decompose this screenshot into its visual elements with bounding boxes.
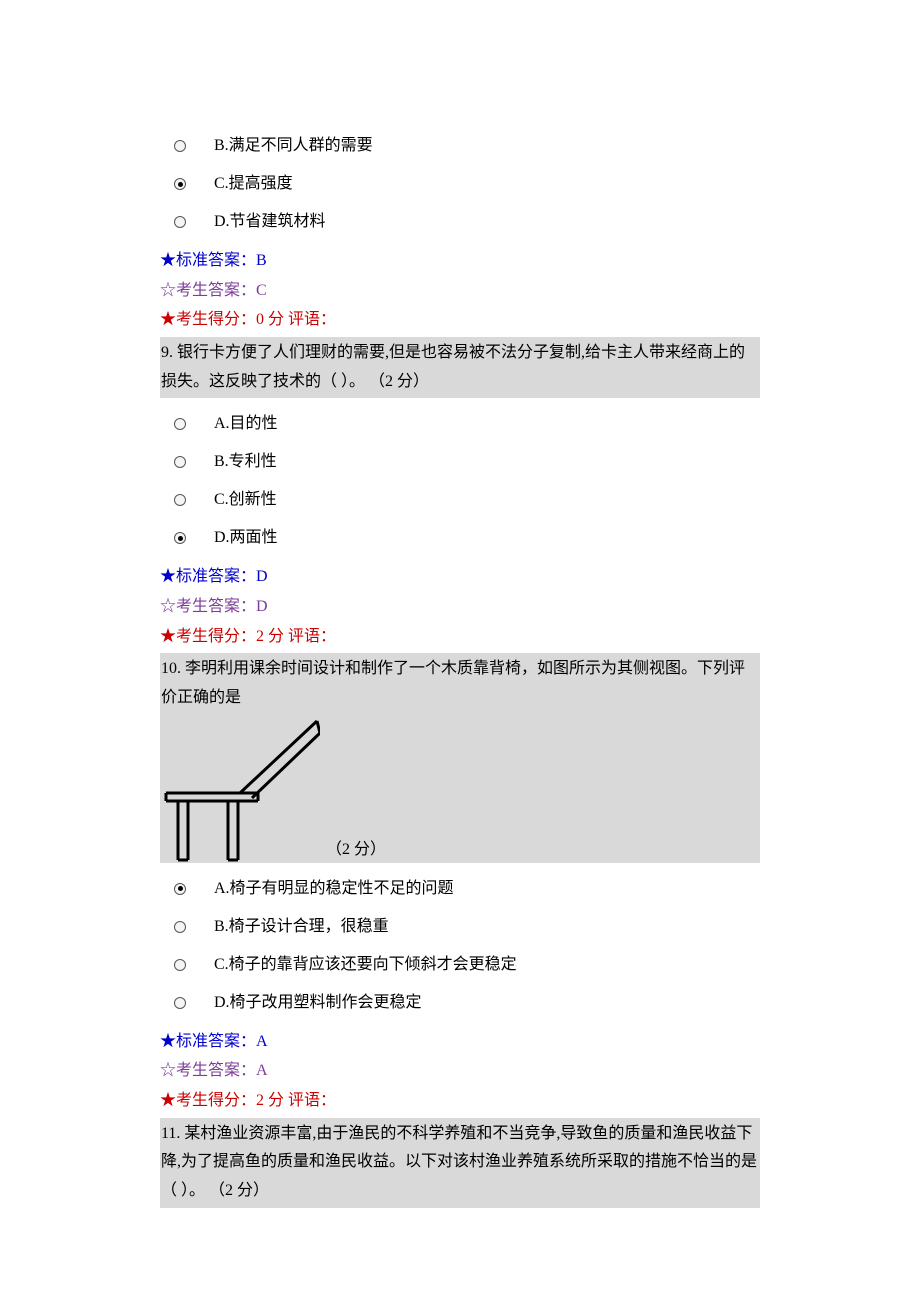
option-label: B.椅子设计合理，很稳重 — [214, 915, 389, 939]
q10-stem: 10. 李明利用课余时间设计和制作了一个木质靠背椅，如图所示为其侧视图。下列评价… — [160, 653, 760, 715]
q8-student-answer: ☆考生答案：C — [160, 278, 760, 304]
radio-icon[interactable] — [174, 959, 186, 971]
option-label: C.创新性 — [214, 488, 277, 512]
q10-option-a[interactable]: A.椅子有明显的稳定性不足的问题 — [160, 877, 760, 901]
chair-diagram — [160, 715, 320, 863]
option-label: D.椅子改用塑料制作会更稳定 — [214, 991, 422, 1015]
chair-figure — [160, 715, 320, 863]
option-label: D.两面性 — [214, 526, 278, 550]
option-label: A.目的性 — [214, 412, 278, 436]
q10-option-b[interactable]: B.椅子设计合理，很稳重 — [160, 915, 760, 939]
q10-figure-caption: （2 分） — [326, 835, 386, 863]
option-label: D.节省建筑材料 — [214, 210, 326, 234]
q10-score-line: ★考生得分：2 分 评语： — [160, 1088, 760, 1114]
q8-option-d[interactable]: D.节省建筑材料 — [160, 210, 760, 234]
radio-icon[interactable] — [174, 997, 186, 1009]
q9-standard-answer: ★标准答案：D — [160, 564, 760, 590]
radio-icon[interactable] — [174, 921, 186, 933]
radio-icon[interactable] — [174, 418, 186, 430]
q8-score-line: ★考生得分：0 分 评语： — [160, 307, 760, 333]
radio-icon[interactable] — [174, 178, 186, 190]
q8-option-b[interactable]: B.满足不同人群的需要 — [160, 134, 760, 158]
q9-option-c[interactable]: C.创新性 — [160, 488, 760, 512]
option-label: C.提高强度 — [214, 172, 293, 196]
q9-option-b[interactable]: B.专利性 — [160, 450, 760, 474]
q9-student-answer: ☆考生答案：D — [160, 594, 760, 620]
q10-option-c[interactable]: C.椅子的靠背应该还要向下倾斜才会更稳定 — [160, 953, 760, 977]
radio-icon[interactable] — [174, 216, 186, 228]
q10-option-d[interactable]: D.椅子改用塑料制作会更稳定 — [160, 991, 760, 1015]
q9-option-d[interactable]: D.两面性 — [160, 526, 760, 550]
q9-score-line: ★考生得分：2 分 评语： — [160, 624, 760, 650]
q9-stem: 9. 银行卡方便了人们理财的需要,但是也容易被不法分子复制,给卡主人带来经商上的… — [160, 337, 760, 399]
radio-icon[interactable] — [174, 456, 186, 468]
q10-student-answer: ☆考生答案：A — [160, 1058, 760, 1084]
q9-options: A.目的性 B.专利性 C.创新性 D.两面性 — [160, 412, 760, 550]
q10-figure-row: （2 分） — [160, 715, 760, 863]
option-label: B.满足不同人群的需要 — [214, 134, 373, 158]
exam-page: B.满足不同人群的需要 C.提高强度 D.节省建筑材料 ★标准答案：B ☆考生答… — [0, 0, 920, 1268]
q10-standard-answer: ★标准答案：A — [160, 1029, 760, 1055]
option-label: B.专利性 — [214, 450, 277, 474]
q11-stem: 11. 某村渔业资源丰富,由于渔民的不科学养殖和不当竞争,导致鱼的质量和渔民收益… — [160, 1118, 760, 1208]
q8-option-c[interactable]: C.提高强度 — [160, 172, 760, 196]
radio-icon[interactable] — [174, 883, 186, 895]
q10-options: A.椅子有明显的稳定性不足的问题 B.椅子设计合理，很稳重 C.椅子的靠背应该还… — [160, 877, 760, 1015]
q8-options: B.满足不同人群的需要 C.提高强度 D.节省建筑材料 — [160, 134, 760, 234]
q8-standard-answer: ★标准答案：B — [160, 248, 760, 274]
option-label: C.椅子的靠背应该还要向下倾斜才会更稳定 — [214, 953, 517, 977]
radio-icon[interactable] — [174, 494, 186, 506]
option-label: A.椅子有明显的稳定性不足的问题 — [214, 877, 454, 901]
q9-option-a[interactable]: A.目的性 — [160, 412, 760, 436]
radio-icon[interactable] — [174, 532, 186, 544]
radio-icon[interactable] — [174, 140, 186, 152]
